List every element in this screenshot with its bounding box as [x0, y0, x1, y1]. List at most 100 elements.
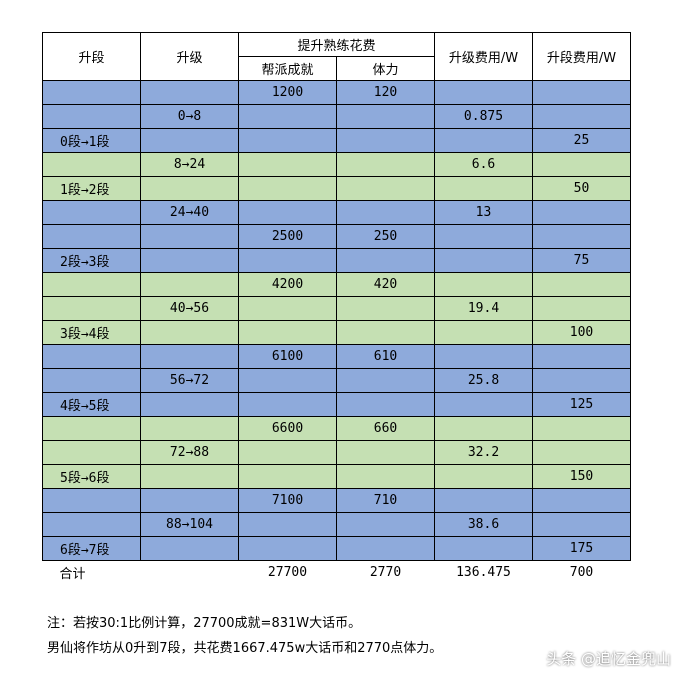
table-row: 1200 120	[42, 80, 631, 105]
table-cell	[434, 272, 533, 297]
table-row: 7100 710	[42, 488, 631, 513]
table-cell: 660	[336, 416, 435, 441]
table-cell	[140, 248, 239, 273]
table-row: 5段→6段 150	[42, 464, 631, 489]
table-cell	[42, 200, 141, 225]
table-row: 6段→7段 175	[42, 536, 631, 561]
table-cell	[140, 128, 239, 153]
table-cell: 250	[336, 224, 435, 249]
table-cell: 7100	[238, 488, 337, 513]
header-cell: 升段	[42, 32, 141, 81]
header-cell: 升级费用/W	[434, 32, 533, 81]
table-cell: 25.8	[434, 368, 533, 393]
table-cell: 24→40	[140, 200, 239, 225]
table-cell	[42, 488, 141, 513]
table-cell	[238, 320, 337, 345]
table-cell	[434, 416, 533, 441]
cost-table: 升段 升级 提升熟练花费 升级费用/W 升段费用/W 帮派成就 体力 1200 1…	[42, 32, 631, 584]
table-cell	[42, 80, 141, 105]
table-cell: 1200	[238, 80, 337, 105]
table-cell: 420	[336, 272, 435, 297]
table-cell	[532, 344, 631, 369]
table-cell	[238, 392, 337, 417]
table-cell	[238, 464, 337, 489]
table-cell	[336, 464, 435, 489]
table-cell	[434, 536, 533, 561]
table-cell	[140, 536, 239, 561]
table-cell	[238, 176, 337, 201]
table-cell	[42, 344, 141, 369]
table-row: 6600 660	[42, 416, 631, 441]
note: 注：若按30:1比例计算，27700成就=831W大话币。	[47, 616, 362, 631]
table-cell	[42, 296, 141, 321]
table-cell	[336, 248, 435, 273]
table-cell	[532, 512, 631, 537]
watermark: 头条 @追忆金兜山	[546, 650, 671, 668]
table-cell	[42, 440, 141, 465]
table-cell: 700	[532, 560, 631, 584]
table-cell	[434, 392, 533, 417]
table-cell	[532, 272, 631, 297]
table-cell: 3段→4段	[42, 320, 141, 345]
table-cell	[336, 440, 435, 465]
table-cell	[336, 200, 435, 225]
table-cell: 56→72	[140, 368, 239, 393]
table-row: 8→24 6.6	[42, 152, 631, 177]
table-row: 2段→3段 75	[42, 248, 631, 273]
table-cell: 72→88	[140, 440, 239, 465]
table-cell: 32.2	[434, 440, 533, 465]
table-cell	[140, 224, 239, 249]
table-cell	[140, 320, 239, 345]
table-cell	[238, 200, 337, 225]
table-cell	[434, 320, 533, 345]
table-cell	[336, 320, 435, 345]
table-cell: 40→56	[140, 296, 239, 321]
table-cell	[336, 536, 435, 561]
table-cell	[238, 248, 337, 273]
table-cell: 合计	[42, 560, 141, 584]
table-cell	[140, 176, 239, 201]
table-cell: 27700	[238, 560, 337, 584]
table-row: 4200 420	[42, 272, 631, 297]
header-cell: 升级	[140, 32, 239, 81]
table-cell	[336, 176, 435, 201]
table-row: 0段→1段 25	[42, 128, 631, 153]
table-cell: 0→8	[140, 104, 239, 129]
table-row: 40→56 19.4	[42, 296, 631, 321]
table-cell	[532, 416, 631, 441]
table-cell: 0.875	[434, 104, 533, 129]
table-cell	[140, 80, 239, 105]
table-cell	[140, 272, 239, 297]
table-row: 72→88 32.2	[42, 440, 631, 465]
table-row: 88→104 38.6	[42, 512, 631, 537]
table-cell	[434, 128, 533, 153]
table-cell: 8→24	[140, 152, 239, 177]
table-cell	[238, 128, 337, 153]
table-cell: 50	[532, 176, 631, 201]
table-cell: 25	[532, 128, 631, 153]
table-cell	[140, 560, 239, 584]
table-row: 2500 250	[42, 224, 631, 249]
table-cell	[434, 248, 533, 273]
table-cell: 1段→2段	[42, 176, 141, 201]
table-cell: 710	[336, 488, 435, 513]
table-cell: 2段→3段	[42, 248, 141, 273]
table-cell	[42, 368, 141, 393]
table-cell	[434, 80, 533, 105]
table-cell	[336, 392, 435, 417]
table-cell	[336, 368, 435, 393]
table-cell: 100	[532, 320, 631, 345]
table-cell	[336, 128, 435, 153]
table-cell: 150	[532, 464, 631, 489]
table-cell	[140, 488, 239, 513]
table-cell	[434, 344, 533, 369]
note: 男仙将作坊从0升到7段，共花费1667.475w大话币和2770点体力。	[47, 641, 443, 656]
table-cell: 2770	[336, 560, 435, 584]
table-cell: 6.6	[434, 152, 533, 177]
table-row: 合计 27700 2770 136.475 700	[42, 560, 631, 584]
table-cell	[336, 296, 435, 321]
table-cell	[532, 488, 631, 513]
table-cell: 5段→6段	[42, 464, 141, 489]
table-cell	[532, 104, 631, 129]
